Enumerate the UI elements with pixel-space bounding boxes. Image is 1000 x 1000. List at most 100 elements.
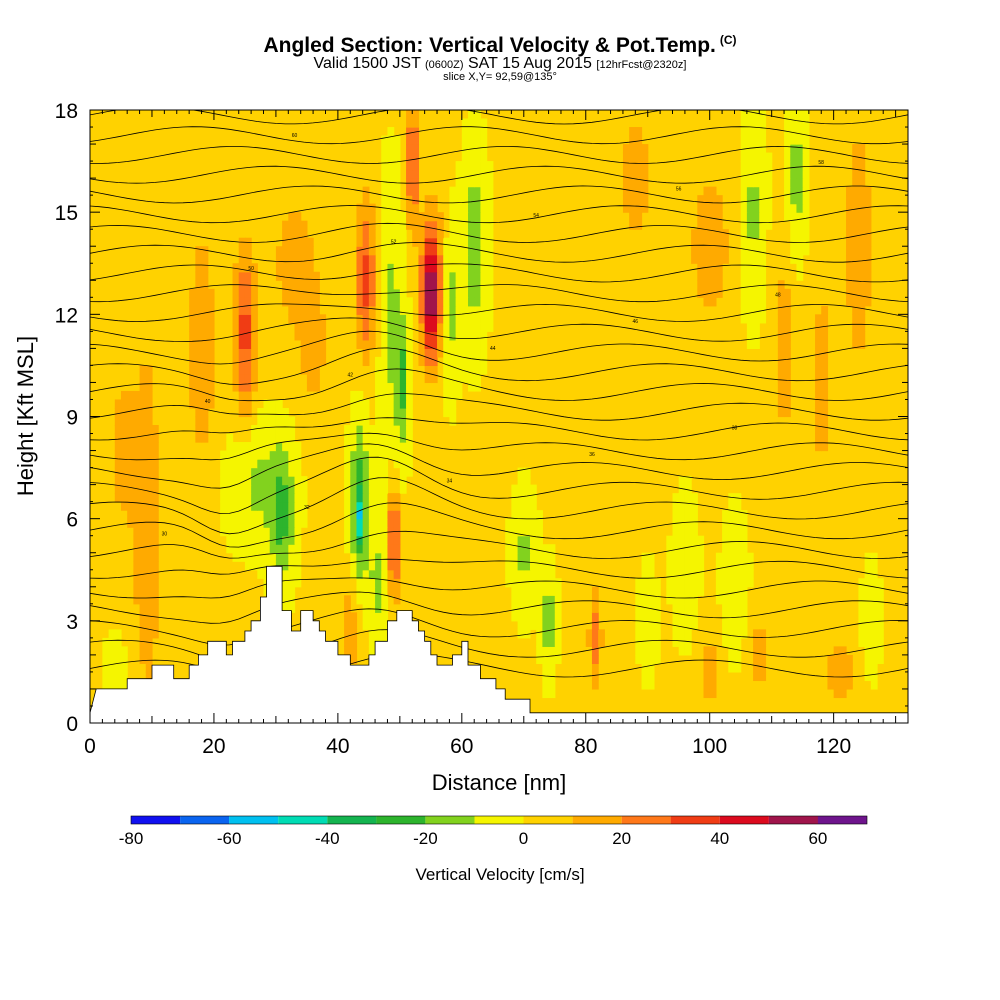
velocity-cell [114,646,122,656]
velocity-cell [406,331,413,341]
velocity-cell [765,161,773,171]
velocity-cell [864,603,872,613]
velocity-cell [263,467,271,477]
velocity-cell [753,161,760,171]
x-tick-label: 120 [816,735,851,758]
velocity-cell [474,339,482,349]
velocity-cell [362,467,370,477]
velocity-cell [226,510,234,520]
velocity-cell [480,229,488,239]
velocity-cell [362,612,370,622]
velocity-cell [703,195,711,205]
velocity-cell [313,322,320,332]
velocity-cell [127,501,134,511]
velocity-cell [393,510,401,520]
velocity-cell [399,280,407,290]
velocity-cell [139,501,147,511]
velocity-cell [288,314,296,324]
velocity-cell [387,373,395,384]
velocity-cell [474,110,482,120]
velocity-cell [864,620,872,630]
velocity-cell [474,203,482,213]
theta-contour-label: 34 [447,479,453,485]
velocity-cell [734,535,742,545]
velocity-cell [740,186,748,196]
velocity-cell [684,578,692,588]
velocity-cell [802,135,810,145]
velocity-cell [368,578,376,588]
colorbar-title: Vertical Velocity [cm/s] [415,865,584,884]
velocity-cell [263,527,271,537]
velocity-cell [399,356,407,367]
velocity-cell [350,390,358,401]
velocity-cell [139,527,147,537]
velocity-cell [102,646,110,656]
velocity-cell [127,450,134,460]
velocity-cell [424,322,432,332]
velocity-cell [430,254,438,264]
velocity-cell [356,561,364,571]
velocity-cell [399,390,407,401]
velocity-cell [151,586,159,596]
velocity-cell [139,382,147,392]
velocity-cell [852,220,860,230]
velocity-cell [846,254,853,264]
velocity-cell [784,144,791,154]
velocity-cell [226,459,234,469]
terrain-profile [90,565,908,723]
velocity-cell [529,493,537,503]
velocity-cell [145,603,153,613]
velocity-cell [548,620,556,630]
velocity-cell [709,646,717,656]
velocity-cell [691,612,698,622]
velocity-cell [288,442,296,452]
velocity-cell [796,135,804,145]
velocity-cell [529,552,537,562]
velocity-cell [145,382,153,392]
velocity-cell [387,152,395,162]
velocity-cell [821,382,829,392]
velocity-cell [474,297,482,307]
velocity-cell [697,271,705,281]
velocity-cell [480,288,488,298]
velocity-cell [368,203,376,213]
velocity-cell [424,195,432,205]
velocity-cell [139,595,147,605]
velocity-cell [536,603,543,613]
velocity-cell [505,544,512,554]
velocity-cell [399,416,407,426]
velocity-cell [815,407,822,418]
velocity-cell [480,127,488,137]
velocity-cell [486,314,494,324]
velocity-cell [523,467,531,477]
velocity-cell [821,314,829,324]
velocity-cell [691,237,698,247]
velocity-cell [641,612,649,622]
velocity-cell [251,365,258,375]
velocity-cell [133,595,141,605]
velocity-cell [139,544,147,554]
velocity-cell [437,263,444,273]
velocity-cell [728,501,736,511]
velocity-cell [784,339,791,349]
velocity-cell [759,671,767,682]
velocity-cell [678,569,686,579]
velocity-cell [251,314,258,324]
velocity-cell [870,552,878,562]
velocity-cell [461,331,469,341]
velocity-cell [517,612,525,622]
velocity-cell [486,169,494,179]
velocity-cell [821,442,829,452]
velocity-cell [387,237,395,247]
velocity-cell [802,169,810,179]
velocity-cell [554,612,562,622]
velocity-cell [151,620,159,630]
velocity-cell [356,407,364,418]
velocity-cell [375,527,382,537]
velocity-cell [244,348,252,358]
colorbar-swatch [817,816,867,824]
velocity-cell [703,654,711,664]
velocity-cell [864,263,872,273]
velocity-cell [306,331,314,341]
velocity-cell [381,144,389,154]
